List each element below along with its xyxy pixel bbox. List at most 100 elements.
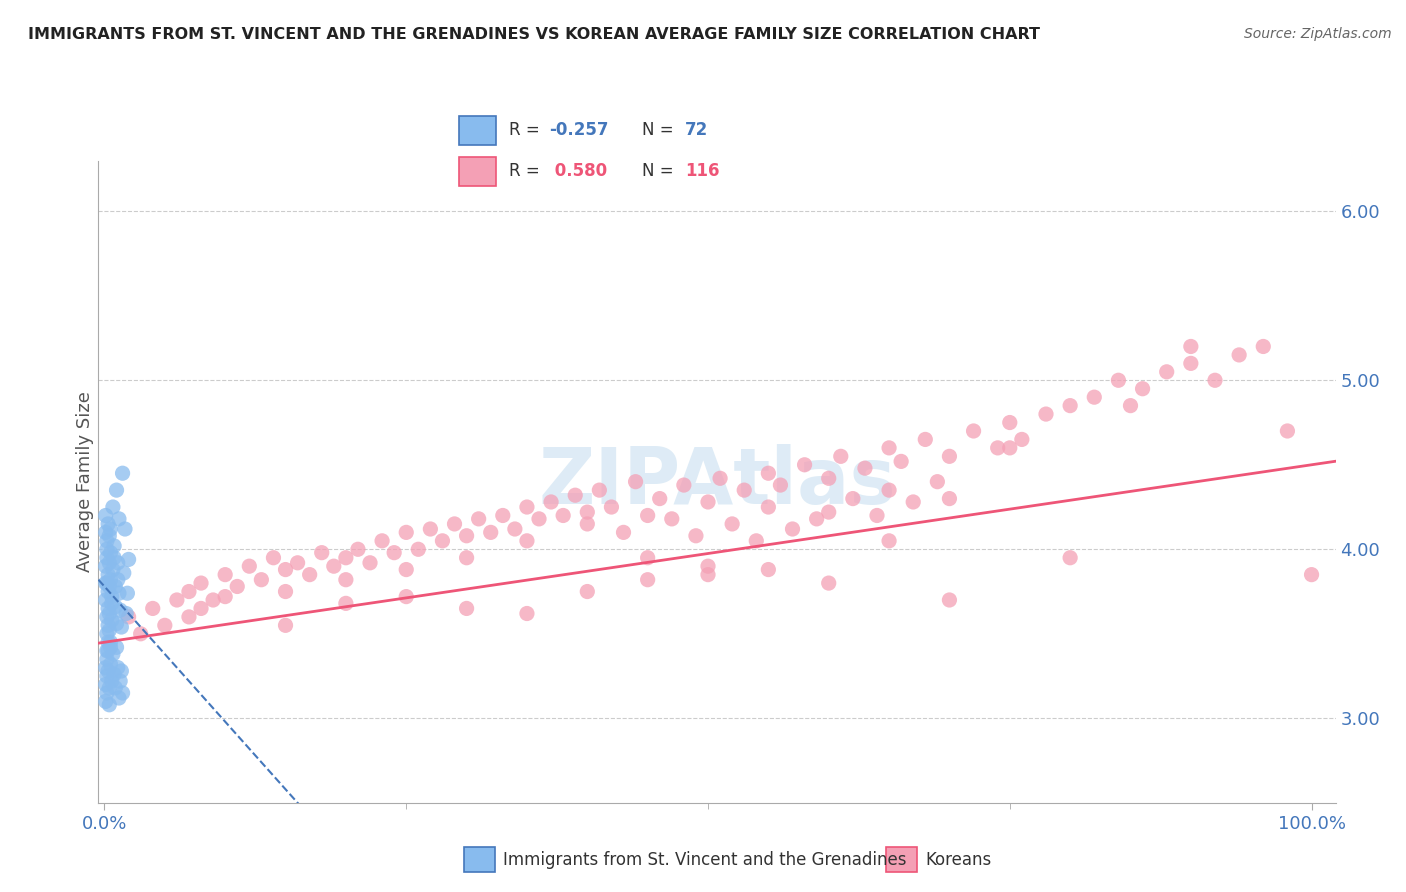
Point bbox=[107, 660, 129, 674]
Point bbox=[516, 533, 538, 548]
Point bbox=[335, 550, 357, 565]
Point bbox=[98, 607, 121, 621]
Point bbox=[817, 505, 839, 519]
Point bbox=[100, 522, 122, 536]
Point bbox=[721, 516, 744, 531]
Point bbox=[97, 567, 120, 582]
Point bbox=[96, 652, 118, 666]
Text: Source: ZipAtlas.com: Source: ZipAtlas.com bbox=[1244, 27, 1392, 41]
Point bbox=[111, 467, 134, 481]
Point bbox=[553, 508, 575, 523]
Point bbox=[1011, 433, 1033, 447]
Point bbox=[250, 573, 273, 587]
Point bbox=[97, 601, 120, 615]
Point bbox=[842, 491, 865, 506]
Point bbox=[287, 556, 309, 570]
Point bbox=[101, 563, 124, 577]
Point bbox=[998, 441, 1021, 455]
Text: IMMIGRANTS FROM ST. VINCENT AND THE GRENADINES VS KOREAN AVERAGE FAMILY SIZE COR: IMMIGRANTS FROM ST. VINCENT AND THE GREN… bbox=[28, 27, 1040, 42]
Point bbox=[104, 579, 127, 593]
Text: N =: N = bbox=[641, 121, 679, 139]
Point bbox=[987, 441, 1010, 455]
Point bbox=[1107, 373, 1129, 387]
Point bbox=[100, 546, 122, 560]
Point bbox=[94, 576, 117, 591]
Point bbox=[938, 593, 960, 607]
Point bbox=[202, 593, 225, 607]
Point bbox=[153, 618, 176, 632]
Point bbox=[637, 573, 659, 587]
Point bbox=[806, 512, 828, 526]
Point bbox=[1059, 550, 1081, 565]
Point bbox=[564, 488, 586, 502]
Point bbox=[516, 500, 538, 514]
Point bbox=[117, 610, 139, 624]
Point bbox=[637, 550, 659, 565]
Y-axis label: Average Family Size: Average Family Size bbox=[76, 392, 94, 572]
Point bbox=[111, 686, 134, 700]
Point bbox=[129, 627, 152, 641]
Point bbox=[456, 550, 478, 565]
Point bbox=[97, 618, 120, 632]
Point bbox=[685, 529, 707, 543]
Point bbox=[98, 579, 121, 593]
Point bbox=[432, 533, 454, 548]
Point bbox=[94, 660, 117, 674]
Point bbox=[96, 550, 118, 565]
Point bbox=[104, 599, 127, 614]
Point bbox=[105, 640, 128, 655]
Point bbox=[408, 542, 430, 557]
Point bbox=[853, 461, 876, 475]
Point bbox=[830, 450, 852, 464]
Point bbox=[371, 533, 394, 548]
Point bbox=[890, 454, 912, 468]
Point bbox=[395, 590, 418, 604]
Point bbox=[1227, 348, 1250, 362]
Point bbox=[756, 563, 779, 577]
Point bbox=[108, 586, 131, 600]
Point bbox=[98, 624, 121, 638]
Point bbox=[96, 627, 118, 641]
Point bbox=[527, 512, 550, 526]
Point bbox=[214, 590, 236, 604]
Point bbox=[914, 433, 936, 447]
Point bbox=[274, 618, 297, 632]
Point bbox=[1083, 390, 1105, 404]
Point bbox=[1035, 407, 1057, 421]
Point bbox=[100, 596, 122, 610]
Point bbox=[866, 508, 889, 523]
Point bbox=[733, 483, 755, 497]
Point bbox=[540, 495, 562, 509]
Point bbox=[262, 550, 284, 565]
Point bbox=[100, 613, 122, 627]
Point bbox=[190, 576, 212, 591]
Point bbox=[114, 522, 136, 536]
Point bbox=[443, 516, 465, 531]
Point bbox=[492, 508, 515, 523]
Point bbox=[503, 522, 526, 536]
Text: -0.257: -0.257 bbox=[548, 121, 609, 139]
Point bbox=[745, 533, 768, 548]
Point bbox=[103, 667, 125, 681]
Point bbox=[96, 669, 118, 683]
Point bbox=[516, 607, 538, 621]
Point bbox=[112, 566, 135, 580]
Point bbox=[166, 593, 188, 607]
Text: N =: N = bbox=[641, 162, 679, 180]
Point bbox=[817, 576, 839, 591]
Point bbox=[1251, 339, 1274, 353]
Point bbox=[419, 522, 441, 536]
Point bbox=[697, 567, 720, 582]
Point bbox=[335, 596, 357, 610]
Point bbox=[142, 601, 165, 615]
Point bbox=[94, 593, 117, 607]
Point bbox=[101, 647, 124, 661]
Point bbox=[177, 584, 200, 599]
Point bbox=[97, 664, 120, 678]
Point bbox=[877, 483, 900, 497]
Point bbox=[98, 698, 121, 712]
Text: 72: 72 bbox=[685, 121, 709, 139]
Point bbox=[359, 556, 381, 570]
Point bbox=[322, 559, 344, 574]
Point bbox=[238, 559, 260, 574]
